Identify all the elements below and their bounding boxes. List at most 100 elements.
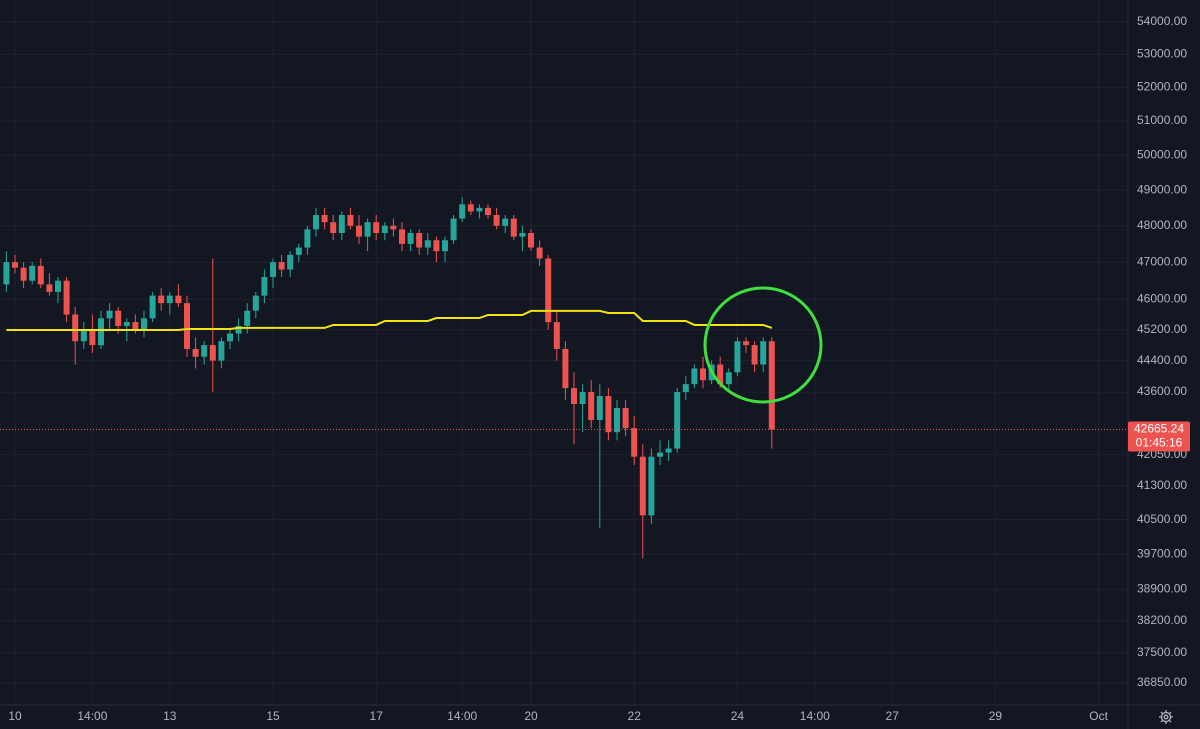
candle-body <box>175 295 182 304</box>
candle-body <box>502 218 509 226</box>
candle-body <box>201 345 208 357</box>
candle-body <box>338 214 345 233</box>
last-price-label: 42665.24 <box>1134 422 1184 436</box>
candle-body <box>37 265 44 285</box>
y-tick-label: 47000.00 <box>1137 254 1187 268</box>
candle-body <box>700 368 706 381</box>
candle-body <box>760 341 767 365</box>
candle-body <box>218 341 225 361</box>
countdown-label: 01:45:16 <box>1136 436 1183 450</box>
candle-body <box>442 240 448 252</box>
x-tick-label: 20 <box>524 709 538 723</box>
y-tick-label: 41300.00 <box>1137 478 1187 492</box>
candle-body <box>424 240 431 248</box>
candle-body <box>98 318 104 346</box>
candle-body <box>115 310 122 326</box>
candle-body <box>132 322 139 330</box>
y-tick-label: 38900.00 <box>1137 582 1187 596</box>
candle-body <box>390 225 397 230</box>
candle-body <box>751 345 758 365</box>
candle-body <box>459 204 466 219</box>
candle-body <box>55 280 61 292</box>
candle-body <box>209 345 216 361</box>
candle-body <box>184 303 190 349</box>
candle-body <box>691 368 698 385</box>
candle-body <box>493 214 500 226</box>
y-tick-label: 45200.00 <box>1137 322 1187 336</box>
y-tick-label: 40500.00 <box>1137 512 1187 526</box>
candle-body <box>192 348 199 357</box>
candle-body <box>123 322 130 326</box>
x-tick-label: 15 <box>266 709 280 723</box>
candle-body <box>304 229 311 248</box>
candle-body <box>227 333 233 342</box>
candle-body <box>545 258 552 323</box>
candle-body <box>330 222 337 233</box>
candle-body <box>631 428 638 457</box>
x-tick-label: 29 <box>989 709 1003 723</box>
candle-body <box>29 265 36 281</box>
candle-body <box>665 448 672 453</box>
y-tick-label: 36850.00 <box>1137 675 1187 689</box>
candle-body <box>622 408 629 429</box>
candle-body <box>734 341 741 373</box>
candle-body <box>674 392 681 449</box>
candle-body <box>485 207 491 215</box>
candle-body <box>399 229 405 244</box>
y-tick-label: 54000.00 <box>1137 14 1187 28</box>
candle-body <box>278 262 285 270</box>
last-price-tag <box>1128 421 1190 452</box>
x-tick-label: 14:00 <box>800 709 830 723</box>
candle-body <box>106 310 113 319</box>
candle-body <box>373 222 380 233</box>
candle-body <box>270 262 276 277</box>
y-tick-label: 51000.00 <box>1137 113 1187 127</box>
y-tick-label: 44400.00 <box>1137 353 1187 367</box>
candle-body <box>682 384 689 393</box>
candle-body <box>657 452 663 457</box>
candle-body <box>3 262 10 285</box>
candle-body <box>639 456 646 516</box>
y-tick-label: 38200.00 <box>1137 613 1187 627</box>
candle-body <box>321 214 328 223</box>
settings-icon[interactable] <box>1159 710 1173 724</box>
candle-body <box>80 329 87 342</box>
x-tick-label: 24 <box>731 709 745 723</box>
x-tick-label: 10 <box>8 709 22 723</box>
y-tick-label: 48000.00 <box>1137 218 1187 232</box>
y-tick-label: 43600.00 <box>1137 384 1187 398</box>
candle-body <box>63 280 70 315</box>
y-tick-label: 39700.00 <box>1137 546 1187 560</box>
candle-body <box>579 392 586 405</box>
candle-body <box>416 232 423 248</box>
x-tick-label: 14:00 <box>447 709 477 723</box>
x-tick-label: 27 <box>886 709 900 723</box>
candle-body <box>717 364 724 385</box>
y-tick-label: 53000.00 <box>1137 47 1187 61</box>
candle-body <box>149 295 156 319</box>
y-tick-label: 52000.00 <box>1137 80 1187 94</box>
candle-body <box>158 295 165 304</box>
candle-body <box>571 388 577 405</box>
candle-body <box>588 392 595 421</box>
x-tick-label: 14:00 <box>77 709 107 723</box>
candle-body <box>605 396 612 433</box>
candle-body <box>287 254 294 270</box>
candle-body <box>313 214 319 230</box>
candle-body <box>768 341 775 430</box>
candle-body <box>467 204 474 212</box>
candle-body <box>528 232 534 248</box>
highlight-circle <box>703 286 823 404</box>
candle-body <box>519 232 526 237</box>
candle-body <box>46 284 53 292</box>
candle-body <box>614 408 620 433</box>
candle-body <box>166 295 173 304</box>
candle-body <box>72 314 79 342</box>
candle-body <box>364 222 371 237</box>
candle-body <box>89 329 96 346</box>
candle-body <box>536 247 543 259</box>
x-tick-label: Oct <box>1089 709 1108 723</box>
candle-body <box>562 348 569 389</box>
